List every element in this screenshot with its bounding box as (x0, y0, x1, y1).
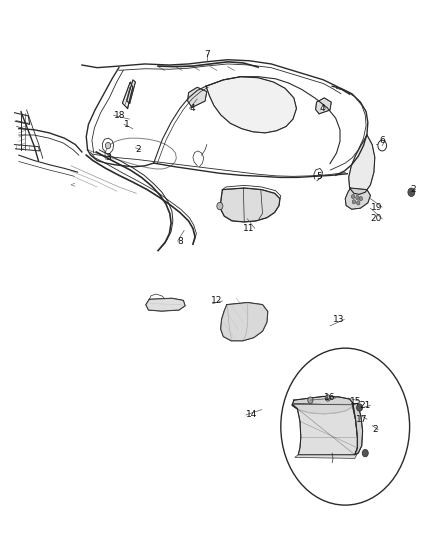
Polygon shape (353, 403, 363, 455)
Circle shape (325, 395, 330, 401)
Text: 7: 7 (204, 50, 210, 59)
Circle shape (359, 197, 363, 201)
Text: 8: 8 (178, 237, 184, 246)
Polygon shape (221, 303, 268, 341)
Circle shape (352, 200, 356, 204)
Text: <: < (69, 181, 75, 187)
Text: 5: 5 (316, 172, 322, 181)
Text: 4: 4 (320, 104, 325, 113)
Polygon shape (292, 397, 353, 414)
Polygon shape (292, 405, 357, 458)
Polygon shape (316, 98, 331, 114)
Text: 2: 2 (410, 185, 416, 194)
Text: 4: 4 (189, 104, 195, 113)
Text: 21: 21 (359, 401, 371, 410)
Polygon shape (349, 135, 375, 195)
Polygon shape (127, 80, 135, 103)
Circle shape (362, 449, 368, 457)
Polygon shape (221, 188, 280, 222)
Text: 2: 2 (135, 146, 141, 155)
Text: 3: 3 (105, 154, 111, 163)
Polygon shape (206, 77, 297, 133)
Text: 11: 11 (243, 224, 254, 233)
Circle shape (408, 188, 415, 197)
Text: 12: 12 (211, 296, 223, 305)
Circle shape (378, 140, 387, 151)
Circle shape (351, 195, 355, 199)
Circle shape (308, 397, 313, 403)
Polygon shape (146, 298, 185, 311)
Polygon shape (122, 82, 133, 109)
Circle shape (357, 404, 363, 411)
Text: 6: 6 (379, 136, 385, 145)
Text: 14: 14 (246, 410, 258, 419)
Circle shape (281, 348, 410, 505)
Text: 2: 2 (373, 425, 378, 434)
Circle shape (106, 142, 111, 149)
Text: 16: 16 (324, 393, 336, 402)
Text: 19: 19 (371, 203, 382, 212)
Text: 15: 15 (350, 397, 362, 406)
Text: 20: 20 (371, 214, 382, 223)
Polygon shape (187, 87, 207, 108)
Text: 13: 13 (333, 315, 344, 324)
Text: 1: 1 (124, 120, 130, 129)
Text: 17: 17 (356, 415, 367, 424)
Circle shape (357, 201, 360, 205)
Circle shape (356, 196, 359, 200)
Polygon shape (345, 188, 371, 209)
Text: 18: 18 (114, 111, 125, 120)
Circle shape (217, 203, 223, 210)
